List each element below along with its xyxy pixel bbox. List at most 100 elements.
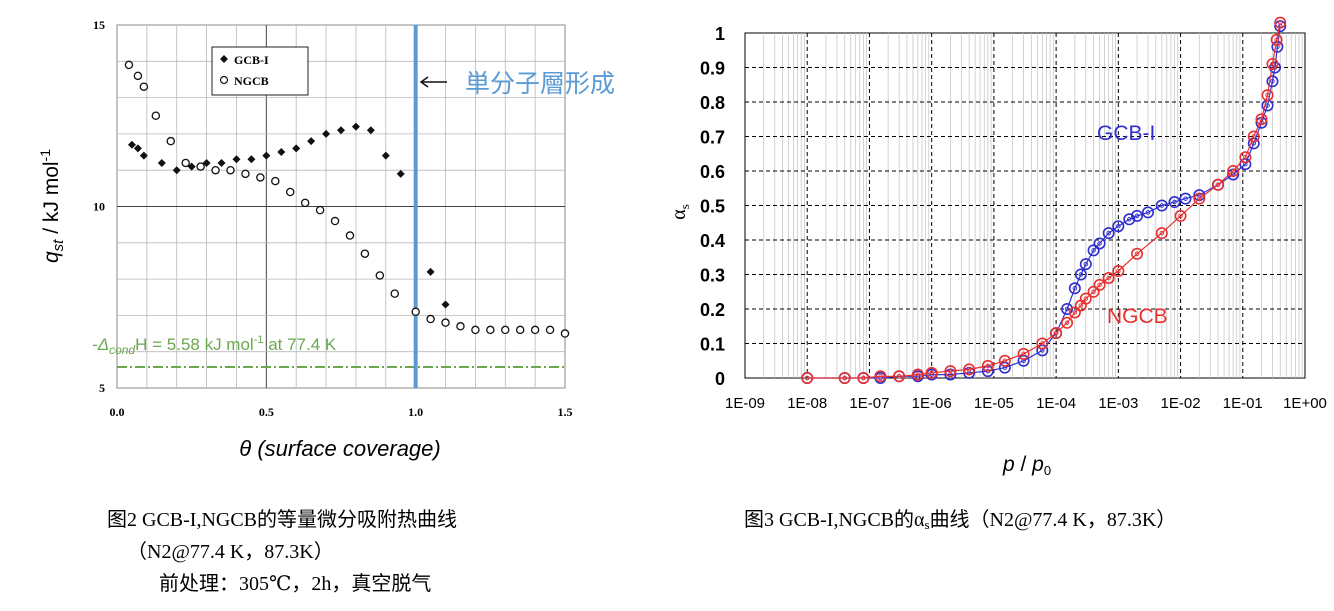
y-tick-label: 0 (715, 369, 725, 389)
alpha-s-chart: 0 0.1 0.2 0.3 0.4 0.5 0.6 0.7 0.8 0.9 1 1E-09 1E-08… (668, 16, 1327, 478)
gcb-point (187, 162, 196, 171)
ngcb-point (1068, 306, 1081, 319)
ngcb-point-inner (842, 375, 847, 381)
x-tick-label: 1E-01 (1223, 395, 1263, 412)
ngcb-point (801, 371, 814, 384)
ngcb-point-inner (1053, 330, 1059, 336)
ngcb-point (1087, 285, 1100, 298)
data-points (124, 60, 570, 338)
ngcb-point-inner (1091, 289, 1096, 295)
figure-3-caption-sub: s (924, 517, 930, 532)
ngcb-point-inner (915, 372, 921, 377)
ngcb-point (944, 365, 957, 378)
ngcb-point-inner (929, 370, 934, 376)
x-axis-title: p / p0 (1002, 453, 1051, 478)
y-tick-label: 0.1 (700, 335, 725, 355)
monolayer-annotation: 単分子層形成 (419, 70, 615, 98)
gcb-point (1068, 282, 1081, 295)
ngcb-point (196, 162, 205, 171)
ngcb-point (360, 249, 370, 258)
gcb-point-inner (1097, 241, 1102, 246)
gcb-point-inner (1172, 199, 1177, 205)
ngcb-point-inner (1083, 296, 1089, 301)
ngcb-point (560, 329, 570, 338)
gcb-point (322, 129, 331, 138)
gcb-point-inner (1159, 203, 1165, 208)
y-axis-title: qst / kJ mol-1 (37, 149, 67, 263)
legend-marker-ngcb (219, 75, 229, 85)
ngcb-point (1102, 271, 1115, 284)
x-tick-label: 1E-04 (1036, 395, 1076, 412)
ngcb-point (1050, 327, 1063, 340)
ngcb-point-inner (1134, 251, 1140, 257)
y-tick-labels: 5 10 15 (93, 18, 105, 395)
ngcb-point (1212, 178, 1225, 191)
legend-label-gcb: GCB-I (234, 53, 269, 67)
gcb-point (127, 140, 136, 149)
ngcb-point-inner (861, 375, 866, 381)
ngcb-point-inner (1230, 168, 1236, 174)
figure-3-caption: 图3 GCB-I,NGCB的αs曲线（N2@77.4 K，87.3K） (744, 503, 1176, 533)
ngcb-point (133, 71, 143, 81)
x-tick-labels: 1E-09 1E-08 1E-07 1E-06 1E-05 1E-04 1E-03 1E-02… (725, 395, 1327, 412)
x-tick-label: 1E-06 (912, 395, 952, 412)
y-tick-label: 0.4 (700, 231, 725, 251)
gcb-point (426, 267, 435, 276)
ngcb-point (256, 173, 265, 182)
ngcb-point (1079, 292, 1092, 305)
ngcb-point (998, 354, 1011, 367)
arrow-left-icon (419, 76, 447, 88)
y-axis-q: q (40, 251, 63, 263)
gcb-point (1179, 192, 1192, 205)
ngcb-point-inner (1270, 61, 1275, 67)
gcb-point (232, 155, 241, 164)
ngcb-point-inner (1064, 320, 1070, 326)
ngcb-point (1247, 130, 1260, 143)
ngcb-point (426, 314, 435, 324)
x-axis-p0: p (1031, 453, 1044, 476)
y-tick-label: 0.6 (700, 162, 725, 182)
gcb-point (277, 148, 286, 157)
gcb-point (217, 158, 226, 167)
y-tick-label: 0.9 (700, 59, 725, 79)
ngcb-point-inner (1040, 341, 1045, 346)
series-label-ngcb: NGCB (1107, 305, 1168, 328)
gcb-point (139, 151, 148, 160)
ngcb-point-inner (1243, 154, 1248, 160)
y-tick-label: 0.7 (700, 128, 725, 148)
gcb-point-inner (1270, 79, 1275, 84)
ngcb-point (285, 187, 295, 197)
ngcb-point (166, 136, 176, 146)
y-axis-unit: / kJ mol (40, 161, 63, 239)
ngcb-point-inner (1277, 20, 1283, 25)
ngcb-point (486, 325, 495, 335)
ngcb-point (151, 111, 161, 121)
gcb-point (247, 155, 256, 164)
ngcb-point (838, 371, 851, 384)
ngcb-point (375, 271, 385, 280)
gcb-point (1102, 227, 1115, 240)
ngcb-point (963, 363, 976, 376)
ngcb-point (874, 370, 887, 383)
gcb-point (1155, 199, 1168, 212)
legend-box (211, 46, 309, 96)
ngcb-point (501, 325, 510, 335)
legend-label-ngcb: NGCB (234, 74, 269, 88)
ngcb-point (515, 325, 525, 335)
x-axis-slash: / (1015, 453, 1033, 476)
ngcb-point-inner (1021, 351, 1026, 357)
plot-area (116, 24, 570, 389)
ngcb-point (345, 231, 355, 240)
plot-area (744, 16, 1306, 384)
ngcb-point (330, 216, 340, 226)
gcb-point-inner (1106, 230, 1111, 236)
x-tick-label: 1E-05 (974, 395, 1014, 412)
ngcb-point-inner (1097, 282, 1102, 288)
gcb-point (292, 144, 301, 153)
gcb-series-line (807, 26, 1281, 379)
ngcb-point-inner (1251, 134, 1256, 139)
x-tick-label: 1E-09 (725, 395, 765, 412)
ngcb-point (1266, 58, 1279, 71)
ngcb-point-inner (1274, 37, 1279, 43)
ngcb-point (1270, 33, 1283, 46)
